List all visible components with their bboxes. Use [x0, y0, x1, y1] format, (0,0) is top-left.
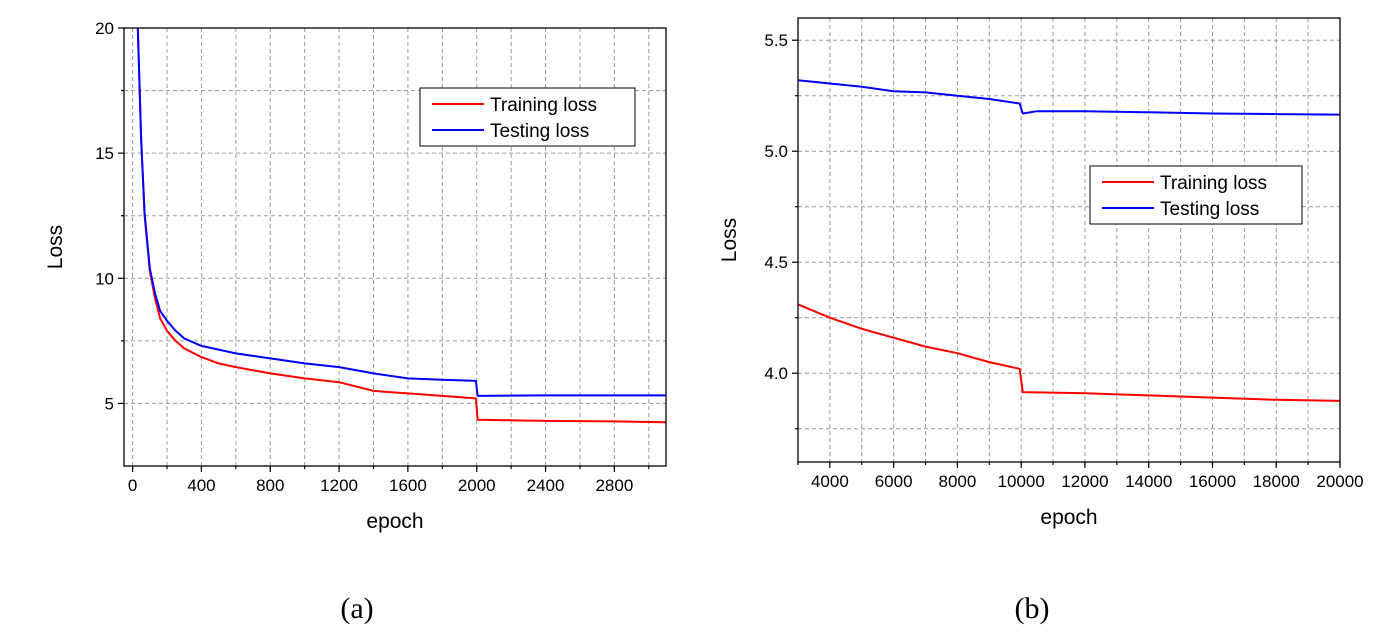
chart-b-legend-label-testing: Testing loss — [1160, 199, 1259, 220]
y-tick-label: 20 — [95, 19, 114, 38]
chart-b-xlabel: epoch — [1040, 506, 1097, 529]
x-tick-label: 1600 — [389, 476, 427, 495]
series-line-training — [136, 28, 666, 424]
chart-b-series — [798, 79, 1340, 402]
chart-a: 0 400 800 1200 1600 2000 2400 2800 5 10 15 20 epoch… — [44, 19, 667, 625]
chart-a-legend-label-training: Training loss — [490, 95, 597, 116]
series-line-testing — [798, 79, 1340, 116]
chart-b-grid — [798, 18, 1341, 462]
y-tick-label: 5 — [105, 394, 114, 413]
chart-b-frame — [797, 17, 1341, 463]
series-line-training — [798, 303, 1340, 402]
chart-b-legend-box — [1089, 165, 1303, 225]
x-tick-label: 1200 — [320, 476, 358, 495]
chart-a-ylabel: Loss — [44, 225, 67, 269]
chart-a-frame — [123, 27, 667, 467]
y-tick-label: 5.0 — [764, 142, 788, 161]
x-tick-label: 14000 — [1125, 472, 1172, 491]
chart-a-ticks: 0 400 800 1200 1600 2000 2400 2800 5 10 15 20 — [95, 19, 650, 495]
y-tick-label: 5.5 — [764, 31, 788, 50]
x-tick-label: 0 — [128, 476, 137, 495]
chart-a-legend-box — [419, 87, 636, 147]
x-tick-label: 20000 — [1316, 472, 1363, 491]
x-tick-label: 2800 — [595, 476, 633, 495]
x-tick-label: 4000 — [811, 472, 849, 491]
x-tick-label: 2400 — [527, 476, 565, 495]
chart-a-series — [136, 28, 666, 424]
x-tick-label: 18000 — [1253, 472, 1300, 491]
y-tick-label: 15 — [95, 144, 114, 163]
chart-b-ylabel: Loss — [718, 218, 741, 262]
x-tick-label: 16000 — [1189, 472, 1236, 491]
chart-b-panel-label: (b) — [1015, 592, 1050, 625]
chart-b-ticks: 4000 6000 8000 10000 12000 14000 16000 18000 200… — [764, 31, 1363, 491]
chart-a-legend-label-testing: Testing loss — [490, 121, 589, 142]
chart-b-legend-label-training: Training loss — [1160, 173, 1267, 194]
chart-a-legend: Training loss Testing loss — [419, 87, 636, 147]
x-tick-label: 800 — [256, 476, 284, 495]
y-tick-label: 10 — [95, 269, 114, 288]
x-tick-label: 12000 — [1061, 472, 1108, 491]
series-line-testing — [136, 28, 666, 397]
chart-b: 4000 6000 8000 10000 12000 14000 16000 18000 200… — [718, 17, 1364, 625]
y-tick-label: 4.0 — [764, 364, 788, 383]
x-tick-label: 8000 — [938, 472, 976, 491]
chart-a-panel-label: (a) — [340, 592, 373, 625]
x-tick-label: 2000 — [458, 476, 496, 495]
y-tick-label: 4.5 — [764, 253, 788, 272]
x-tick-label: 400 — [187, 476, 215, 495]
x-tick-label: 10000 — [998, 472, 1045, 491]
chart-a-xlabel: epoch — [366, 510, 423, 533]
chart-b-legend: Training loss Testing loss — [1089, 165, 1303, 225]
x-tick-label: 6000 — [875, 472, 913, 491]
